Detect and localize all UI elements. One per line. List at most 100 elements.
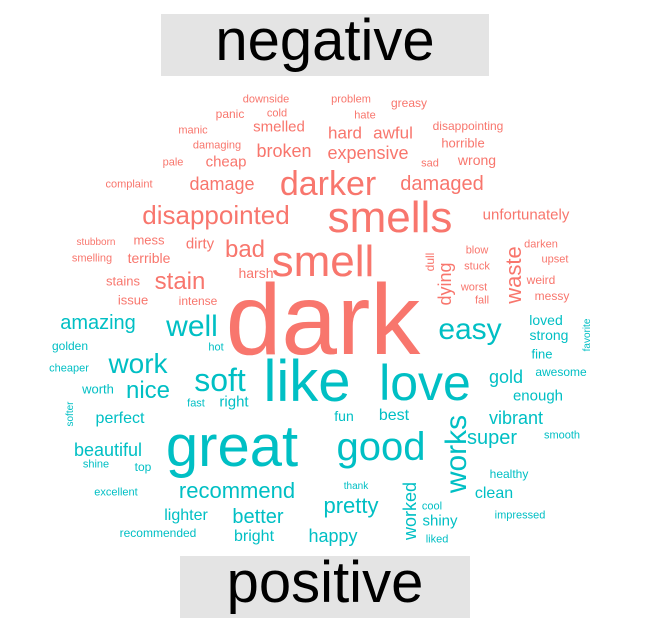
word-damaging: damaging — [192, 139, 242, 152]
word-hard: hard — [327, 123, 363, 143]
word-issue: issue — [117, 292, 149, 308]
word-easy: easy — [438, 313, 502, 346]
word-like: like — [263, 349, 351, 414]
word-super: super — [466, 427, 518, 449]
negative-label: negative — [215, 8, 435, 73]
word-fun: fun — [334, 408, 354, 424]
word-good: good — [336, 425, 426, 469]
word-thank: thank — [343, 481, 369, 492]
word-blow: blow — [465, 244, 489, 257]
word-harsh: harsh — [238, 265, 274, 281]
word-right: right — [219, 393, 249, 411]
word-panic: panic — [215, 107, 245, 121]
word-loved: loved — [529, 312, 563, 328]
word-vibrant: vibrant — [488, 408, 544, 428]
word-clean: clean — [474, 485, 514, 502]
word-messy: messy — [534, 289, 570, 303]
word-well: well — [166, 310, 218, 343]
word-cheaper: cheaper — [49, 362, 89, 375]
word-impressed: impressed — [494, 509, 546, 522]
word-stain: stain — [154, 268, 206, 295]
negative-label-box: negative — [161, 10, 489, 76]
word-liked: liked — [425, 533, 449, 546]
word-cheap: cheap — [205, 153, 247, 171]
word-lighter: lighter — [164, 507, 208, 524]
word-bright: bright — [233, 528, 275, 545]
word-love: love — [379, 355, 471, 411]
word-healthy: healthy — [489, 467, 529, 481]
word-gold: gold — [488, 367, 524, 387]
word-recommend: recommend — [178, 478, 296, 503]
word-pale: pale — [162, 156, 184, 169]
word-smells: smells — [327, 193, 453, 242]
word-nice: nice — [125, 377, 171, 404]
word-hot: hot — [208, 341, 224, 354]
word-smell: smell — [271, 237, 375, 286]
word-best: best — [378, 407, 410, 424]
word-pretty: pretty — [323, 493, 379, 518]
word-cool: cool — [421, 500, 443, 513]
word-waste: waste — [501, 246, 526, 304]
word-broken: broken — [256, 141, 312, 161]
word-stubborn: stubborn — [76, 237, 116, 248]
word-work: work — [108, 348, 168, 379]
word-upset: upset — [541, 253, 569, 266]
word-favorite: favorite — [582, 318, 593, 352]
word-cold: cold — [266, 107, 288, 120]
word-worst: worst — [460, 281, 488, 294]
word-worked: worked — [400, 481, 420, 541]
word-stuck: stuck — [464, 260, 490, 273]
word-enough: enough — [512, 387, 564, 405]
word-awful: awful — [373, 123, 413, 143]
word-problem: problem — [331, 93, 371, 106]
word-bad: bad — [224, 236, 266, 263]
word-darken: darken — [524, 238, 558, 251]
positive-label-box: positive — [180, 552, 470, 618]
word-manic: manic — [178, 124, 208, 137]
word-perfect: perfect — [95, 410, 145, 427]
word-awesome: awesome — [535, 365, 587, 379]
word-terrible: terrible — [127, 250, 171, 266]
word-horrible: horrible — [441, 135, 485, 151]
word-fall: fall — [474, 294, 490, 307]
word-softer: softer — [65, 401, 76, 427]
word-downside: downside — [242, 93, 290, 106]
word-damage: damage — [189, 174, 255, 194]
word-strong: strong — [529, 327, 569, 343]
word-dying: dying — [435, 262, 455, 306]
word-disappointing: disappointing — [432, 119, 504, 133]
word-disappointed: disappointed — [142, 200, 290, 230]
word-happy: happy — [308, 526, 358, 546]
word-mess: mess — [133, 232, 165, 248]
word-expensive: expensive — [327, 143, 409, 163]
word-dull: dull — [423, 252, 437, 272]
word-unfortunately: unfortunately — [482, 206, 570, 224]
word-smelling: smelling — [71, 252, 113, 265]
word-dirty: dirty — [185, 235, 215, 253]
word-golden: golden — [51, 339, 89, 353]
word-greasy: greasy — [390, 96, 428, 110]
word-beautiful: beautiful — [73, 440, 143, 460]
word-recommended: recommended — [119, 526, 197, 540]
word-hate: hate — [354, 109, 376, 122]
word-fine: fine — [531, 346, 553, 362]
word-damaged: damaged — [400, 173, 484, 195]
word-fast: fast — [187, 397, 205, 410]
word-worth: worth — [82, 381, 114, 397]
word-great: great — [165, 414, 299, 479]
word-complaint: complaint — [105, 178, 153, 191]
word-shine: shine — [82, 458, 110, 471]
word-soft: soft — [194, 362, 246, 398]
word-weird: weird — [526, 273, 556, 287]
word-smooth: smooth — [543, 429, 581, 442]
word-better: better — [232, 506, 284, 528]
word-amazing: amazing — [60, 312, 136, 334]
word-smelled: smelled — [253, 118, 305, 136]
word-stains: stains — [106, 273, 140, 289]
word-sad: sad — [421, 157, 439, 170]
word-top: top — [134, 460, 152, 474]
positive-label: positive — [226, 550, 424, 615]
word-dark: dark — [225, 264, 421, 376]
word-shiny: shiny — [422, 512, 458, 530]
